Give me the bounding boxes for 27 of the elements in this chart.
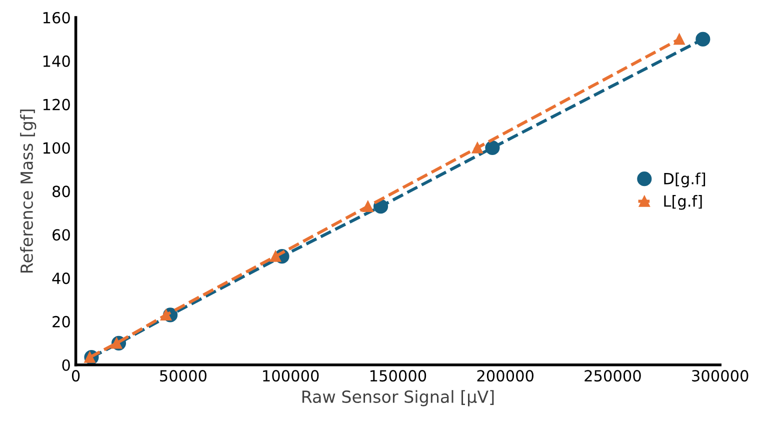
- x-tick-label: 150000: [370, 370, 426, 382]
- point: [362, 200, 374, 212]
- point: [485, 140, 500, 156]
- y-tick-label: 140: [43, 55, 70, 67]
- x-tick-label: 200000: [477, 370, 534, 382]
- point: [674, 34, 685, 45]
- y-tick-label: 40: [52, 272, 70, 284]
- x-tick-label: 250000: [584, 370, 641, 382]
- y-tick-label: 20: [52, 316, 70, 328]
- point: [270, 250, 282, 262]
- y-tick-label: 120: [43, 98, 70, 110]
- x-tick-label: 50000: [160, 370, 206, 382]
- legend-label: L[g.f]: [664, 195, 702, 210]
- point: [472, 142, 483, 154]
- y-tick-label: 160: [43, 12, 70, 24]
- point: [696, 32, 710, 46]
- y-tick-label: 80: [52, 186, 70, 198]
- x-axis-title: Raw Sensor Signal [µV]: [302, 390, 494, 406]
- x-tick-label: 300000: [692, 370, 748, 382]
- y-axis-title: Reference Mass [gf]: [20, 110, 36, 273]
- x-tick-label: 100000: [263, 370, 319, 382]
- legend-label: D[g.f]: [664, 172, 706, 188]
- x-tick-label: 0: [72, 370, 80, 382]
- y-tick-label: 60: [52, 229, 70, 241]
- y-tick-label: 100: [43, 142, 70, 154]
- y-tick-label: 0: [62, 359, 70, 371]
- point: [160, 309, 172, 321]
